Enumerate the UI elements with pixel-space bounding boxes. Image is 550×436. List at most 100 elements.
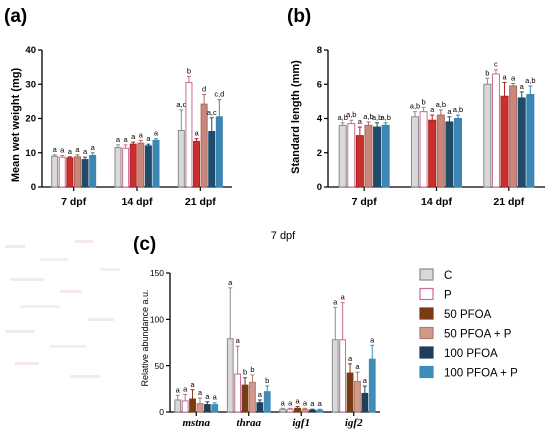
bar xyxy=(364,124,373,188)
bar xyxy=(152,139,160,188)
significance-label: a xyxy=(91,143,96,152)
bar xyxy=(137,142,145,188)
significance-label: a xyxy=(116,135,121,144)
significance-label: a,b xyxy=(453,105,463,114)
y-tick-label-1: 6 xyxy=(317,79,322,90)
bar xyxy=(517,97,526,188)
bar xyxy=(211,404,219,413)
significance-label: a xyxy=(68,147,73,156)
bar xyxy=(81,159,89,188)
significance-label: a xyxy=(228,278,233,287)
category-label-2: igf2 xyxy=(345,417,363,429)
significance-label: a xyxy=(176,385,181,394)
bar xyxy=(301,408,309,413)
panel-letter-c: (c) xyxy=(133,234,156,255)
y-tick-label-2: 0 xyxy=(159,407,164,417)
category-label-1: 7 dpf xyxy=(352,196,378,208)
legend-label: 50 PFOA + P xyxy=(444,329,512,341)
significance-label: a xyxy=(258,390,263,399)
significance-label: a xyxy=(363,376,368,385)
significance-label: a,b xyxy=(436,100,446,109)
bar xyxy=(294,407,301,413)
significance-label: a xyxy=(511,73,516,82)
bar xyxy=(129,143,137,188)
bar xyxy=(114,147,122,188)
significance-label: d xyxy=(202,85,206,94)
bar xyxy=(215,116,223,188)
ylabel-a: Mean wet weight (mg) xyxy=(10,68,22,183)
bar xyxy=(208,131,216,188)
legend-swatch xyxy=(419,346,434,359)
bar xyxy=(196,403,204,413)
legend-label: 100 PFOA + P xyxy=(444,368,518,380)
legend-swatch xyxy=(419,268,434,281)
significance-label: a xyxy=(355,362,360,371)
bar xyxy=(428,119,437,188)
significance-label: a xyxy=(303,398,308,407)
y-tick-label-2: 150 xyxy=(150,268,164,278)
significance-label: b xyxy=(243,368,247,377)
bar xyxy=(51,155,59,188)
significance-label: a xyxy=(295,396,300,405)
category-label-0: 21 dpf xyxy=(185,196,216,208)
bar xyxy=(122,147,130,188)
bar xyxy=(454,118,462,188)
bar xyxy=(445,121,454,188)
bar xyxy=(177,129,185,188)
category-label-2: igf1 xyxy=(292,417,310,429)
significance-label: a,c xyxy=(207,108,217,117)
significance-label: a,b xyxy=(337,113,347,122)
bar xyxy=(483,83,492,188)
significance-label: b xyxy=(422,97,426,106)
significance-label: a xyxy=(131,132,136,141)
bar xyxy=(346,372,354,413)
significance-label: a,b xyxy=(410,102,420,111)
bar xyxy=(331,339,339,413)
y-tick-label-1: 4 xyxy=(317,114,323,125)
bar xyxy=(411,116,419,188)
significance-label: a xyxy=(341,293,346,302)
category-label-1: 21 dpf xyxy=(493,196,524,208)
bar xyxy=(73,156,81,188)
y-tick-label-0: 0 xyxy=(31,182,36,193)
category-label-0: 7 dpf xyxy=(61,196,87,208)
significance-label: a xyxy=(310,399,315,408)
bar xyxy=(66,157,74,188)
panel-c-title: 7 dpf xyxy=(271,230,296,242)
category-label-0: 14 dpf xyxy=(122,196,153,208)
significance-label: a xyxy=(447,107,452,116)
significance-label: a xyxy=(194,129,199,138)
bar xyxy=(58,156,66,188)
significance-label: a xyxy=(183,384,188,393)
significance-label: a xyxy=(83,147,88,156)
bar xyxy=(203,404,211,413)
significance-label: a xyxy=(333,297,338,306)
y-tick-label-0: 10 xyxy=(25,148,36,159)
legend-swatch xyxy=(419,287,434,301)
bar xyxy=(144,145,152,188)
significance-label: a xyxy=(348,354,353,363)
significance-label: a xyxy=(502,73,507,82)
bar xyxy=(189,398,196,413)
significance-label: b xyxy=(250,365,254,374)
y-tick-label-0: 40 xyxy=(25,45,36,56)
legend-swatch xyxy=(419,307,434,320)
bar xyxy=(234,373,242,413)
significance-label: a xyxy=(236,336,241,345)
significance-label: a xyxy=(60,145,65,154)
bar xyxy=(226,338,234,413)
significance-label: c xyxy=(494,60,498,69)
bar xyxy=(249,381,256,413)
bar xyxy=(436,114,445,188)
bar xyxy=(185,82,193,188)
bar xyxy=(308,409,316,413)
significance-label: a xyxy=(213,393,218,402)
bar xyxy=(491,73,500,188)
bar xyxy=(174,399,182,413)
category-label-2: mstna xyxy=(182,417,210,429)
y-tick-label-1: 0 xyxy=(317,182,322,193)
significance-label: a,c xyxy=(176,100,186,109)
y-tick-label-0: 30 xyxy=(25,79,36,90)
bar xyxy=(381,124,390,188)
